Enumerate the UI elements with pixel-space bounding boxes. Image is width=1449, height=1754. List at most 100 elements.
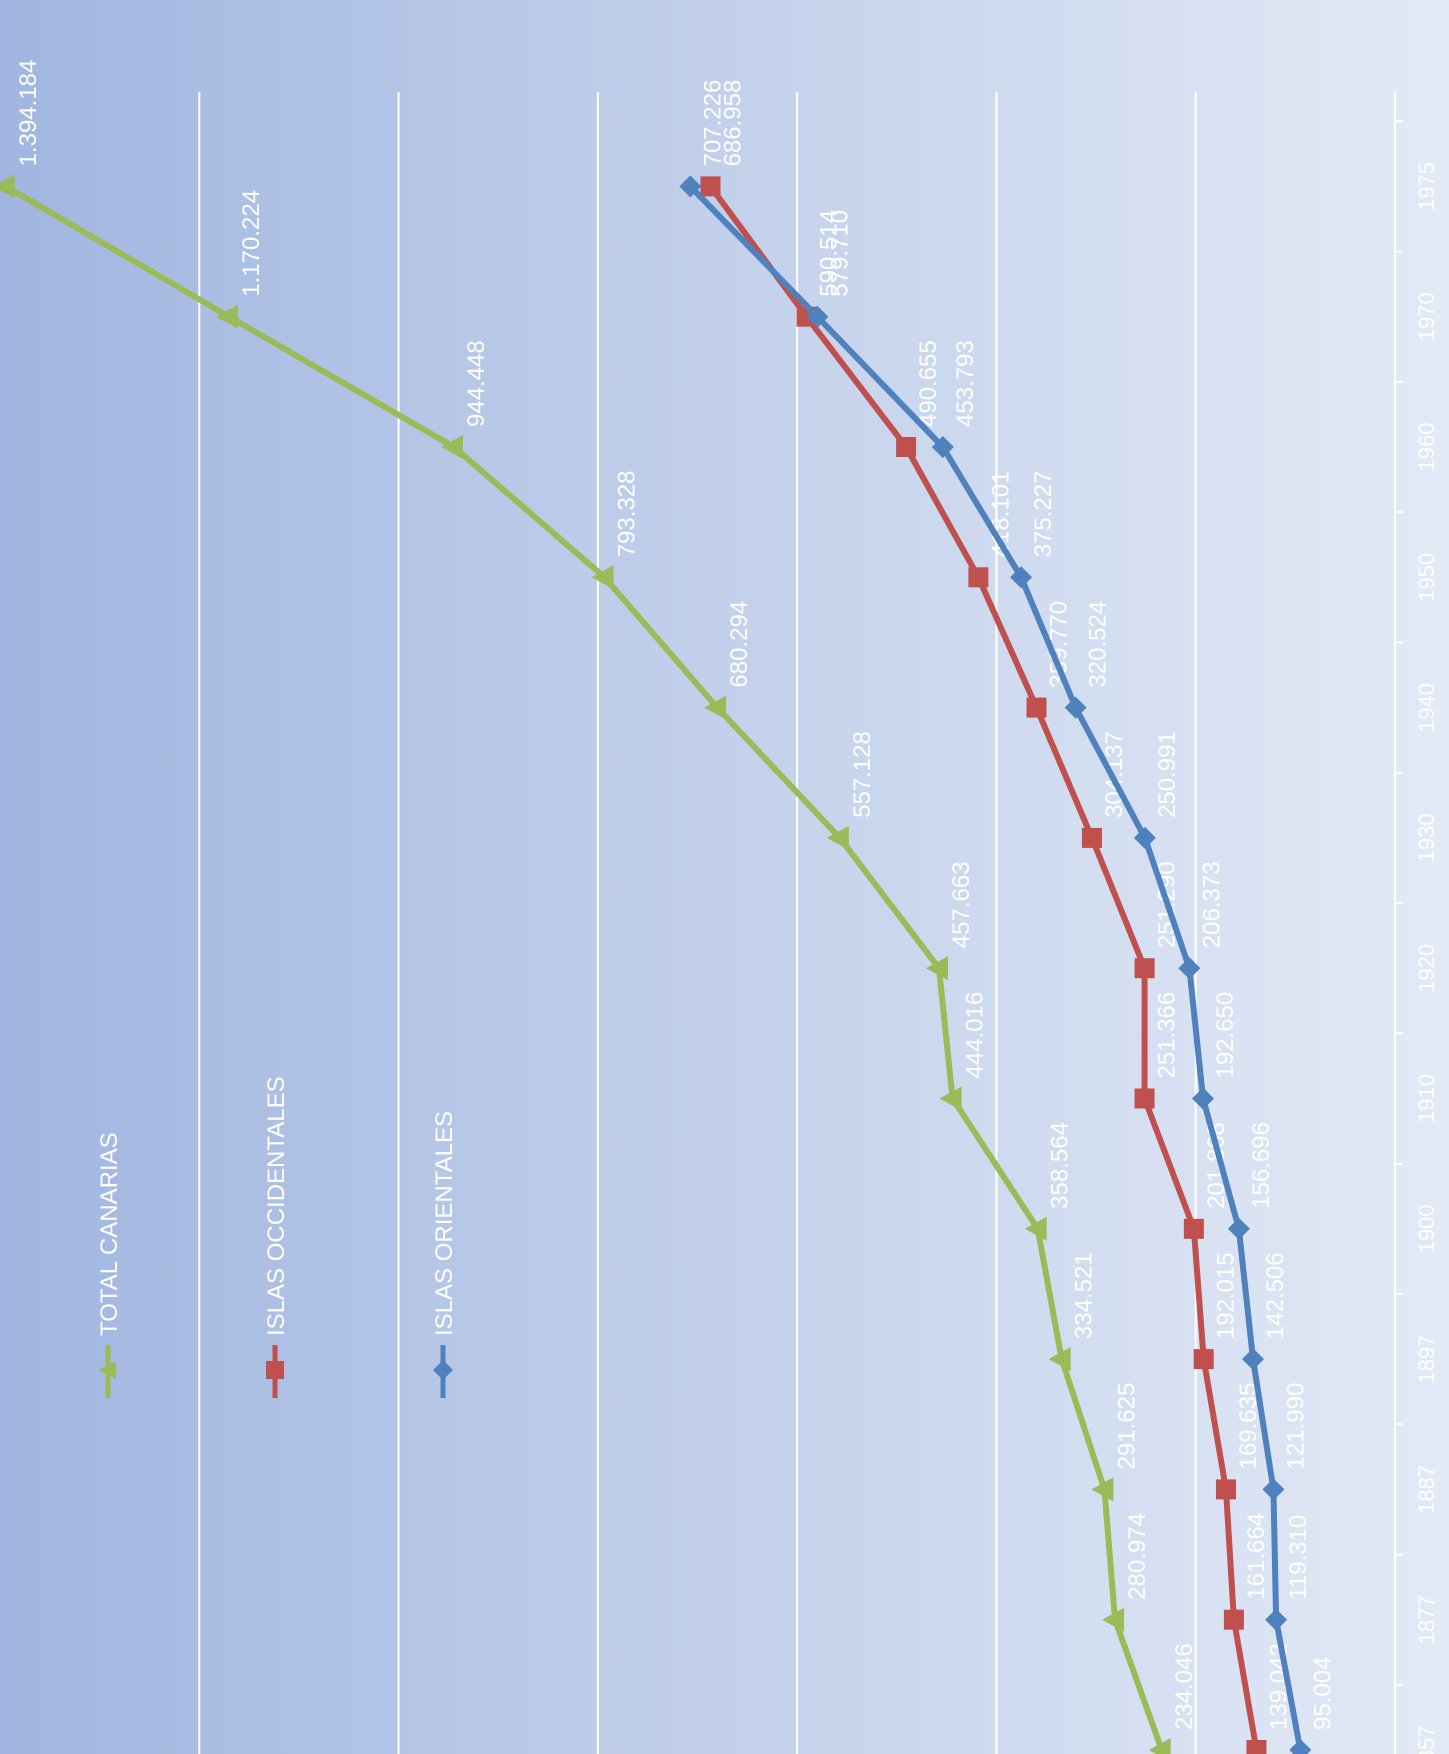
data-label: 192.015 (1213, 1252, 1240, 1339)
x-tick-label: 1920 (1414, 944, 1439, 993)
data-label: 280.974 (1124, 1513, 1151, 1600)
series-islas-orientales: 95.004 119.310 121.990 142.506 156.696 192.65… (679, 80, 1336, 1754)
series-line (688, 184, 1304, 1751)
data-label: 142.506 (1262, 1252, 1289, 1339)
data-point-diamond (1227, 1217, 1250, 1240)
data-point-diamond (1262, 1478, 1285, 1501)
legend-marker-triangle (98, 1361, 116, 1379)
data-point-diamond (806, 305, 829, 328)
x-tick-label: 1950 (1414, 553, 1439, 602)
legend-item: ISLAS ORIENTALES (431, 1111, 458, 1398)
x-tick-label: 1960 (1414, 423, 1439, 472)
x-tick-label: 1910 (1414, 1074, 1439, 1123)
data-label: 95.004 (1309, 1657, 1336, 1730)
data-point-square (1183, 1218, 1204, 1239)
data-label: 793.328 (614, 471, 641, 558)
data-point-square (1223, 1609, 1244, 1630)
data-point-diamond (1289, 1739, 1312, 1754)
data-label: 444.016 (962, 992, 989, 1079)
data-point-diamond (1133, 826, 1156, 849)
data-point-triangle (215, 304, 238, 329)
data-point-square (1134, 958, 1155, 979)
data-label: 251.366 (1154, 992, 1181, 1079)
data-label: 490.655 (915, 340, 942, 427)
data-point-triangle (1091, 1477, 1114, 1502)
gridlines (198, 92, 1403, 1754)
data-label: 707.226 (699, 80, 726, 167)
legend-label: ISLAS ORIENTALES (431, 1111, 458, 1336)
x-tick-label: 1970 (1414, 292, 1439, 341)
data-label: 590.514 (816, 210, 843, 297)
data-point-triangle (826, 825, 849, 850)
data-point-square (896, 437, 917, 457)
data-label: 944.448 (463, 340, 490, 427)
data-label: 161.664 (1243, 1513, 1270, 1600)
series-line (4, 183, 1165, 1752)
legend-item: ISLAS OCCIDENTALES (263, 1076, 290, 1398)
data-label: 121.990 (1282, 1383, 1309, 1470)
data-label: 192.650 (1212, 992, 1239, 1079)
data-label: 453.793 (952, 340, 979, 427)
legend-label: TOTAL CANARIAS (96, 1132, 123, 1336)
data-label: 375.227 (1030, 471, 1057, 558)
data-point-diamond (1242, 1348, 1265, 1371)
data-point-square (1193, 1349, 1214, 1370)
data-label: 579.710 (826, 210, 853, 297)
data-point-diamond (931, 436, 954, 458)
data-point-square (968, 567, 989, 588)
data-point-triangle (1048, 1347, 1071, 1372)
x-tick-label: 1877 (1414, 1595, 1439, 1644)
data-label: 557.128 (849, 731, 876, 818)
data-point-square (1026, 697, 1047, 718)
data-label: 686.958 (719, 80, 746, 167)
data-point-square (1246, 1740, 1267, 1754)
data-point-diamond (1178, 957, 1201, 980)
data-point-triangle (440, 435, 463, 459)
data-point-square (1134, 1088, 1155, 1109)
data-point-triangle (1102, 1607, 1125, 1632)
data-label: 291.625 (1113, 1383, 1140, 1470)
data-point-diamond (1192, 1087, 1215, 1110)
data-label: 1.170.224 (238, 190, 265, 297)
data-label: 1.394.184 (15, 60, 42, 167)
legend-marker-square (266, 1361, 284, 1379)
data-label: 358.564 (1047, 1122, 1074, 1209)
data-label: 234.046 (1171, 1643, 1198, 1730)
series-total-canarias: 234.046 280.974 291.625 334.521 358.564 444.0… (0, 60, 1198, 1754)
legend-label: ISLAS OCCIDENTALES (263, 1076, 290, 1336)
x-axis-ticks: 1857 1877 1887 1897 1900 1910 1920 1930 1940 1950… (1414, 162, 1439, 1754)
data-point-triangle (0, 174, 15, 199)
data-point-triangle (1148, 1738, 1171, 1754)
legend: TOTAL CANARIAS ISLAS OCCIDENTALES ISLAS OR… (96, 1076, 458, 1398)
x-tick-label: 1897 (1414, 1335, 1439, 1384)
data-label: 250.991 (1154, 731, 1181, 818)
x-tick-label: 1900 (1414, 1204, 1439, 1253)
data-label: 320.524 (1085, 601, 1112, 688)
data-point-square (700, 176, 721, 197)
data-point-diamond (679, 175, 702, 198)
data-point-square (1215, 1479, 1236, 1500)
data-point-triangle (1024, 1216, 1047, 1241)
series-islas-occidentales: 139.042161.664169.635192.015201.868251.3… (700, 80, 1292, 1754)
data-point-triangle (704, 695, 727, 720)
data-point-triangle (925, 956, 948, 981)
x-tick-label: 1940 (1414, 683, 1439, 732)
data-point-triangle (591, 565, 614, 590)
data-point-diamond (1064, 696, 1087, 719)
data-point-square (1081, 827, 1102, 848)
data-label: 334.521 (1071, 1252, 1098, 1339)
x-tick-label: 1887 (1414, 1465, 1439, 1514)
legend-marker-diamond (433, 1360, 453, 1380)
series-line (708, 184, 1260, 1751)
data-point-triangle (939, 1086, 962, 1111)
data-point-diamond (1010, 566, 1033, 589)
data-label: 457.663 (948, 861, 975, 948)
x-tick-label: 1857 (1414, 1726, 1439, 1754)
data-label: 680.294 (726, 601, 753, 688)
data-label: 119.310 (1285, 1515, 1312, 1600)
x-tick-label: 1930 (1414, 813, 1439, 862)
x-tick-label: 1975 (1414, 162, 1439, 211)
legend-item: TOTAL CANARIAS (96, 1132, 123, 1398)
